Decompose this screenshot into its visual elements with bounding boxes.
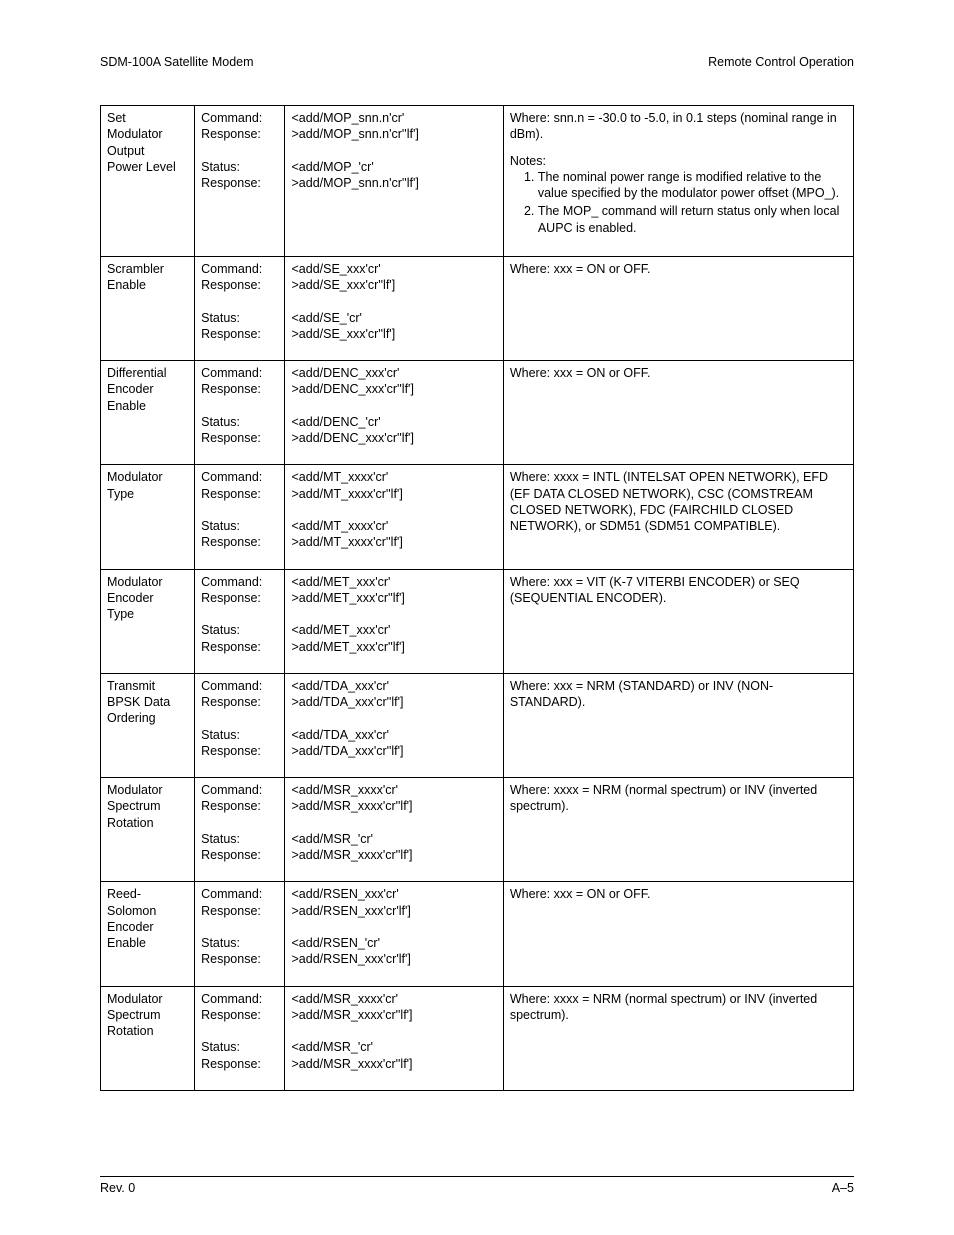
description-text: Where: xxx = ON or OFF. (510, 886, 847, 902)
description-column: Where: xxx = ON or OFF. (503, 361, 853, 465)
description-column: Where: xxxx = NRM (normal spectrum) or I… (503, 986, 853, 1090)
syntax-column: <add/DENC_xxx'cr' >add/DENC_xxx'cr''lf']… (285, 361, 503, 465)
description-text: Where: xxxx = INTL (INTELSAT OPEN NETWOR… (510, 469, 847, 534)
description-column: Where: xxxx = INTL (INTELSAT OPEN NETWOR… (503, 465, 853, 569)
page-footer: Rev. 0 A–5 (100, 1176, 854, 1195)
table-row: Differential Encoder EnableCommand: Resp… (101, 361, 854, 465)
label-column: Command: Response: Status: Response: (195, 361, 285, 465)
label-column: Command: Response: Status: Response: (195, 465, 285, 569)
table-row: Set Modulator Output Power LevelCommand:… (101, 106, 854, 257)
header-right: Remote Control Operation (708, 55, 854, 69)
syntax-column: <add/MSR_xxxx'cr' >add/MSR_xxxx'cr''lf']… (285, 778, 503, 882)
syntax-column: <add/MOP_snn.n'cr' >add/MOP_snn.n'cr''lf… (285, 106, 503, 257)
syntax-column: <add/MSR_xxxx'cr' >add/MSR_xxxx'cr''lf']… (285, 986, 503, 1090)
description-column: Where: snn.n = -30.0 to -5.0, in 0.1 ste… (503, 106, 853, 257)
table-row: Scrambler EnableCommand: Response: Statu… (101, 256, 854, 360)
syntax-column: <add/RSEN_xxx'cr' >add/RSEN_xxx'cr'lf'] … (285, 882, 503, 986)
parameter-name: Set Modulator Output Power Level (101, 106, 195, 257)
notes-label: Notes: (510, 153, 847, 169)
description-column: Where: xxxx = NRM (normal spectrum) or I… (503, 778, 853, 882)
description-text: Where: snn.n = -30.0 to -5.0, in 0.1 ste… (510, 110, 847, 143)
description-column: Where: xxx = ON or OFF. (503, 882, 853, 986)
table-row: Modulator Spectrum RotationCommand: Resp… (101, 986, 854, 1090)
table-row: Modulator Encoder TypeCommand: Response:… (101, 569, 854, 673)
description-column: Where: xxx = ON or OFF. (503, 256, 853, 360)
commands-table: Set Modulator Output Power LevelCommand:… (100, 105, 854, 1091)
syntax-column: <add/MET_xxx'cr' >add/MET_xxx'cr''lf'] <… (285, 569, 503, 673)
parameter-name: Transmit BPSK Data Ordering (101, 673, 195, 777)
parameter-name: Modulator Spectrum Rotation (101, 986, 195, 1090)
description-text: Where: xxxx = NRM (normal spectrum) or I… (510, 991, 847, 1024)
description-text: Where: xxxx = NRM (normal spectrum) or I… (510, 782, 847, 815)
syntax-column: <add/TDA_xxx'cr' >add/TDA_xxx'cr''lf'] <… (285, 673, 503, 777)
footer-left: Rev. 0 (100, 1181, 135, 1195)
note-item: The nominal power range is modified rela… (538, 169, 847, 202)
page-header: SDM-100A Satellite Modem Remote Control … (100, 55, 854, 69)
syntax-column: <add/SE_xxx'cr' >add/SE_xxx'cr''lf'] <ad… (285, 256, 503, 360)
parameter-name: Reed- Solomon Encoder Enable (101, 882, 195, 986)
description-text: Where: xxx = ON or OFF. (510, 365, 847, 381)
description-column: Where: xxx = VIT (K-7 VITERBI ENCODER) o… (503, 569, 853, 673)
parameter-name: Differential Encoder Enable (101, 361, 195, 465)
description-text: Where: xxx = NRM (STANDARD) or INV (NON-… (510, 678, 847, 711)
parameter-name: Scrambler Enable (101, 256, 195, 360)
header-left: SDM-100A Satellite Modem (100, 55, 254, 69)
label-column: Command: Response: Status: Response: (195, 882, 285, 986)
table-row: Transmit BPSK Data OrderingCommand: Resp… (101, 673, 854, 777)
label-column: Command: Response: Status: Response: (195, 569, 285, 673)
label-column: Command: Response: Status: Response: (195, 986, 285, 1090)
description-column: Where: xxx = NRM (STANDARD) or INV (NON-… (503, 673, 853, 777)
parameter-name: Modulator Spectrum Rotation (101, 778, 195, 882)
table-row: Modulator TypeCommand: Response: Status:… (101, 465, 854, 569)
table-row: Modulator Spectrum RotationCommand: Resp… (101, 778, 854, 882)
note-item: The MOP_ command will return status only… (538, 203, 847, 236)
parameter-name: Modulator Encoder Type (101, 569, 195, 673)
description-text: Where: xxx = VIT (K-7 VITERBI ENCODER) o… (510, 574, 847, 607)
label-column: Command: Response: Status: Response: (195, 778, 285, 882)
description-text: Where: xxx = ON or OFF. (510, 261, 847, 277)
label-column: Command: Response: Status: Response: (195, 106, 285, 257)
label-column: Command: Response: Status: Response: (195, 256, 285, 360)
syntax-column: <add/MT_xxxx'cr' >add/MT_xxxx'cr''lf'] <… (285, 465, 503, 569)
parameter-name: Modulator Type (101, 465, 195, 569)
footer-right: A–5 (832, 1181, 854, 1195)
label-column: Command: Response: Status: Response: (195, 673, 285, 777)
notes-list: The nominal power range is modified rela… (510, 169, 847, 236)
table-row: Reed- Solomon Encoder EnableCommand: Res… (101, 882, 854, 986)
